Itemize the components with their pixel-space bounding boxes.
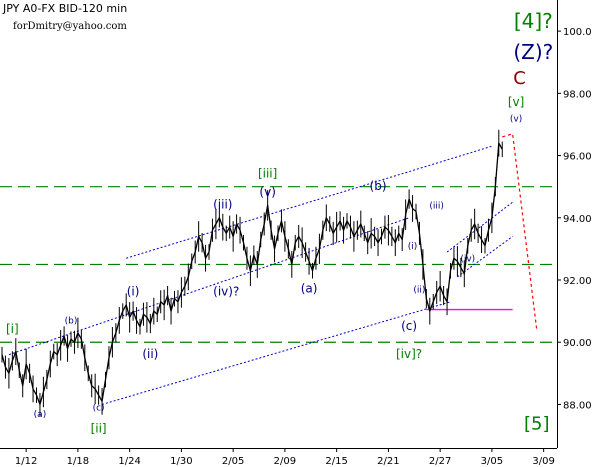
- wave-label: [iii]: [258, 166, 277, 180]
- channel-line-1: [8, 217, 410, 356]
- channel-line-2: [101, 301, 451, 405]
- author-credit: forDmitry@yahoo.com: [13, 21, 127, 32]
- x-tick-label: 2/09: [274, 456, 296, 467]
- price-line: [1, 142, 503, 406]
- y-tick-label: 98.00: [563, 89, 592, 100]
- x-axis: 1/12 1/18 1/24 1/30 2/05 2/09 2/15 2/21 2/27 3/05…: [15, 448, 555, 467]
- wave-labels: [4]? (Z)? C [v] (v) [iii] (v) (iii) (b) (iii) (i) (…: [6, 9, 553, 435]
- x-tick-label: 1/18: [67, 456, 89, 467]
- plot-area: [0, 0, 557, 448]
- y-tick-label: 90.00: [563, 338, 592, 349]
- y-tick-label: 92.00: [563, 276, 592, 287]
- wave-label: (iii): [213, 197, 232, 211]
- x-tick-label: 3/09: [532, 456, 554, 467]
- wave-label: (i): [408, 242, 418, 252]
- mini-channel-line-0: [457, 236, 513, 278]
- wave-label: [4]?: [514, 9, 553, 33]
- y-tick-label: 88.00: [563, 400, 592, 411]
- mini-channel-line-1: [446, 201, 513, 253]
- wave-label: [5]: [524, 413, 550, 434]
- channel-lines: [8, 132, 538, 405]
- wave-label: (c): [401, 319, 417, 333]
- x-tick-label: 2/15: [325, 456, 347, 467]
- support-lines: [0, 186, 557, 343]
- wave-label: C: [513, 68, 526, 89]
- y-axis: 88.00 90.00 92.00 94.00 96.00 98.00 100.0: [557, 27, 592, 411]
- wave-label: (a): [301, 281, 318, 295]
- x-tick-label: 1/30: [170, 456, 192, 467]
- wave-label: (b): [370, 179, 387, 193]
- wave-label: (i): [127, 285, 140, 299]
- wave-label: (v): [259, 185, 275, 199]
- x-tick-label: 1/12: [15, 456, 37, 467]
- wave-label: (iv)?: [213, 285, 239, 299]
- y-tick-label: 96.00: [563, 152, 592, 163]
- x-tick-label: 2/27: [429, 456, 451, 467]
- wave-label: (v): [510, 114, 522, 124]
- x-tick-label: 3/05: [481, 456, 503, 467]
- x-tick-label: 2/21: [377, 456, 399, 467]
- wave-label: [ii]: [91, 421, 107, 435]
- wave-label: (b): [65, 317, 78, 327]
- wave-label: (iii): [429, 201, 444, 211]
- x-tick-label: 2/05: [222, 456, 244, 467]
- y-tick-label: 100.0: [563, 27, 592, 38]
- wave-label: [iv]?: [396, 347, 422, 361]
- wave-label: (ii): [413, 285, 425, 295]
- price-series: [1, 129, 503, 416]
- wave-label: (iv): [460, 254, 475, 264]
- wave-label: (a): [34, 410, 47, 420]
- chart-title: JPY A0-FX BID-120 min: [3, 2, 128, 15]
- y-tick-label: 94.00: [563, 214, 592, 225]
- wave-label: [v]: [508, 95, 524, 109]
- wave-label: [i]: [6, 322, 19, 336]
- wave-label: (ii): [142, 347, 158, 361]
- x-tick-label: 1/24: [118, 456, 140, 467]
- wave-label: (c): [93, 404, 105, 414]
- wave-label: (Z)?: [513, 40, 553, 64]
